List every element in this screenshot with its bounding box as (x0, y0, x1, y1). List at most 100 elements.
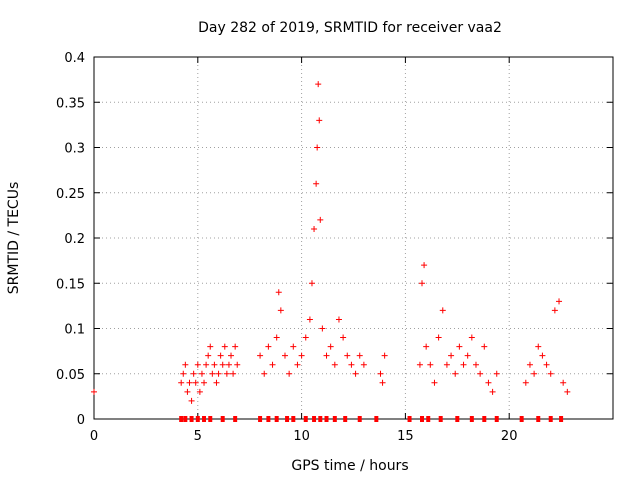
data-point (228, 352, 235, 359)
data-point (543, 361, 550, 368)
data-point (419, 280, 426, 287)
data-point (315, 81, 322, 88)
x-tick-label: 15 (397, 429, 414, 444)
data-point (308, 280, 315, 287)
data-point (277, 307, 284, 314)
data-point (522, 379, 529, 386)
data-point (379, 379, 386, 386)
data-point (209, 370, 216, 377)
data-point (416, 361, 423, 368)
data-point (215, 370, 222, 377)
data-point (439, 307, 446, 314)
zero-marker (285, 416, 290, 422)
data-point (344, 352, 351, 359)
data-point (298, 352, 305, 359)
data-point (352, 370, 359, 377)
data-point (313, 180, 320, 187)
data-point (223, 370, 230, 377)
data-point (421, 262, 428, 269)
data-point (180, 370, 187, 377)
data-point (531, 370, 538, 377)
data-point (290, 343, 297, 350)
data-point (348, 361, 355, 368)
data-point (319, 325, 326, 332)
zero-marker (482, 416, 487, 422)
y-tick-label: 0.35 (56, 96, 85, 111)
zero-marker (189, 416, 194, 422)
zero-marker (519, 416, 524, 422)
y-tick-label: 0.15 (56, 277, 85, 292)
chart-title: Day 282 of 2019, SRMTID for receiver vaa… (198, 20, 502, 36)
zero-marker (494, 416, 499, 422)
x-tick-label: 5 (194, 429, 202, 444)
data-point (331, 361, 338, 368)
data-point (481, 343, 488, 350)
data-point (198, 370, 205, 377)
data-point (207, 343, 214, 350)
zero-marker (469, 416, 474, 422)
x-tick-label: 20 (501, 429, 518, 444)
data-point (560, 379, 567, 386)
y-tick-label: 0.05 (56, 368, 85, 383)
data-point (219, 361, 226, 368)
data-point (294, 361, 301, 368)
zero-marker (548, 416, 553, 422)
x-tick-label: 10 (293, 429, 310, 444)
data-point (443, 361, 450, 368)
data-point (551, 307, 558, 314)
data-point (194, 361, 201, 368)
data-point (190, 370, 197, 377)
zero-marker (318, 416, 323, 422)
data-point (311, 225, 318, 232)
data-points (91, 81, 571, 422)
data-point (213, 379, 220, 386)
data-point (306, 316, 313, 323)
data-point (186, 379, 193, 386)
x-tick-label: 0 (90, 429, 98, 444)
zero-marker (357, 416, 362, 422)
data-point (356, 352, 363, 359)
data-point (539, 352, 546, 359)
data-point (377, 370, 384, 377)
data-point (464, 352, 471, 359)
data-point (472, 361, 479, 368)
zero-marker (266, 416, 271, 422)
data-point (468, 334, 475, 341)
y-tick-label: 0.25 (56, 187, 85, 202)
data-point (456, 343, 463, 350)
zero-marker (303, 416, 308, 422)
data-point (265, 343, 272, 350)
zero-marker (208, 416, 213, 422)
data-point (192, 379, 199, 386)
data-point (217, 352, 224, 359)
zero-marker (274, 416, 279, 422)
data-point (203, 361, 210, 368)
data-point (286, 370, 293, 377)
data-point (225, 361, 232, 368)
zero-marker (374, 416, 379, 422)
zero-marker (202, 416, 207, 422)
zero-marker (258, 416, 263, 422)
zero-marker (559, 416, 564, 422)
data-point (335, 316, 342, 323)
data-point (423, 343, 430, 350)
data-point (196, 388, 203, 395)
grid-lines (94, 57, 613, 419)
data-point (485, 379, 492, 386)
data-point (493, 370, 500, 377)
zero-marker (233, 416, 238, 422)
data-point (221, 343, 228, 350)
data-point (526, 361, 533, 368)
zero-marker (332, 416, 337, 422)
axis-ticks: 0 5 10 15 20 0 0.05 0.1 0.15 0.2 0.25 0.3 0.35 0.4 (56, 51, 613, 444)
data-point (201, 379, 208, 386)
data-point (489, 388, 496, 395)
data-point (182, 361, 189, 368)
data-point (314, 144, 321, 151)
data-point (275, 289, 282, 296)
data-point (535, 343, 542, 350)
data-point (188, 397, 195, 404)
data-point (360, 361, 367, 368)
zero-marker (426, 416, 431, 422)
data-point (477, 370, 484, 377)
